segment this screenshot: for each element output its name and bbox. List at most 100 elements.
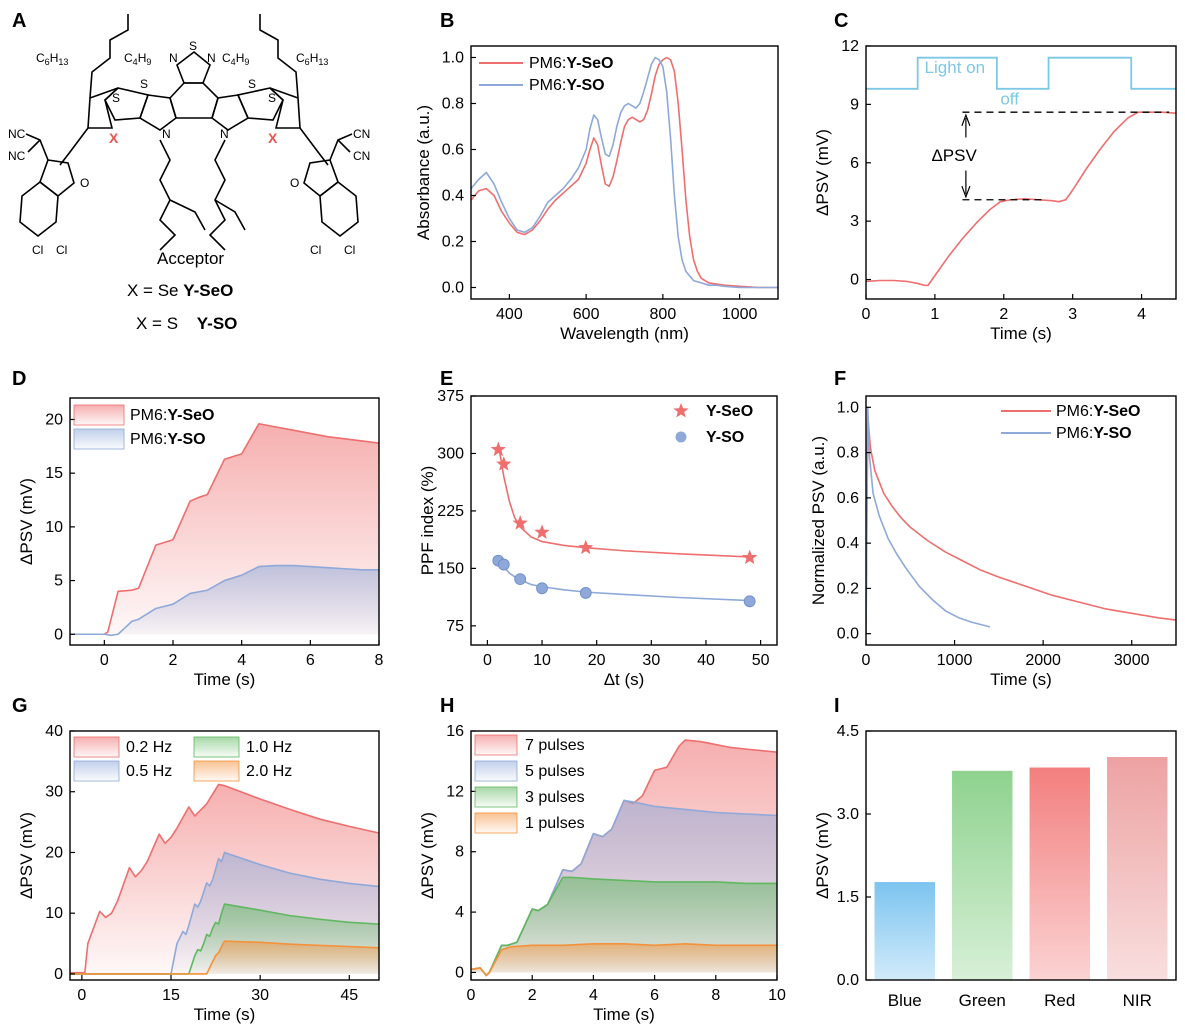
legend-swatch	[73, 736, 120, 758]
x-tick-label: 4	[589, 987, 598, 1004]
x-tick-label: 6	[650, 987, 659, 1004]
y-axis-label: Absorbance (a.u.)	[414, 105, 433, 240]
y-tick-label: 1.5	[837, 889, 859, 906]
x-tick-label: 0	[77, 987, 86, 1004]
y-tick-label: 0.4	[837, 535, 859, 552]
y-axis-label: ΔPSV (mV)	[418, 812, 437, 899]
acceptor-label: Acceptor	[157, 249, 224, 268]
light-on-label: Light on	[925, 58, 986, 77]
area-pm6-y-so	[70, 565, 379, 636]
legend-entry: Y-SO	[706, 429, 744, 446]
legend-entry: 1 pulses	[525, 815, 585, 832]
bar-green	[952, 770, 1013, 980]
svg-text:S: S	[268, 91, 276, 105]
point-y-so	[579, 587, 592, 599]
point-y-seo	[742, 549, 758, 565]
x-tick-label: 600	[573, 306, 600, 323]
series-pm6-y-seo	[70, 422, 379, 636]
fit-line	[497, 444, 750, 558]
y-axis-label: ΔPSV (mV)	[17, 812, 36, 899]
legend-entry: Y-SeO	[706, 403, 753, 420]
legend-entry: 2.0 Hz	[246, 763, 292, 780]
x-tick-label: Green	[959, 991, 1006, 1010]
chart-f: F 0 1000 2000 3000 0.0 0.2 0.4 0.6 0.8 1.0 Time (s)…	[809, 368, 1177, 689]
legend: PM6:Y-SeO PM6:Y-SO	[479, 55, 613, 94]
y-tick-label: 12	[841, 38, 859, 55]
plot-area	[70, 783, 379, 975]
y-tick-label: 0.0	[837, 972, 859, 989]
legend-swatch	[193, 760, 240, 782]
legend-entry: 0.5 Hz	[126, 763, 172, 780]
axes-frame	[470, 45, 779, 300]
plot-area	[471, 739, 777, 977]
legend-swatch	[474, 812, 518, 834]
legend-swatch	[73, 404, 125, 426]
x-tick-label: Red	[1044, 991, 1075, 1010]
svg-text:Cl: Cl	[32, 243, 43, 257]
legend-swatch	[73, 760, 120, 782]
svg-text:O: O	[80, 176, 89, 190]
svg-text:C6H13: C6H13	[296, 51, 328, 67]
point-y-seo	[534, 524, 550, 539]
arrow-head-up	[961, 113, 971, 127]
y-tick-label: 9	[850, 96, 859, 113]
y-tick-label: 1.0	[837, 399, 859, 416]
y-tick-label: 0	[54, 626, 63, 643]
x-tick-label: 4	[237, 652, 246, 669]
x-tick-label: 3000	[1114, 652, 1150, 669]
x-tick-label: 30	[642, 652, 660, 669]
chart-d: D 0 2 4 6 8 0 5 10 15 20 Time (s) ΔPSV (mV) PM6:Y-SeO…	[12, 368, 384, 689]
x-axis-label: Time (s)	[593, 1005, 655, 1024]
x-tick-label: 6	[306, 652, 315, 669]
plot-area	[70, 422, 379, 637]
axes-frame	[865, 45, 1177, 300]
x-tick-label: 15	[162, 987, 180, 1004]
svg-text:C4H9: C4H9	[222, 51, 249, 67]
x-tick-label: 1	[930, 306, 939, 323]
series-pm6-y-so	[471, 56, 778, 289]
legend-entry: 5 pulses	[525, 763, 585, 780]
svg-text:S: S	[248, 77, 256, 91]
y-tick-label: 6	[850, 155, 859, 172]
x-tick-label: 4	[1137, 306, 1146, 323]
bar-red	[1029, 767, 1090, 980]
chart-i: I Blue Green Red NIR 0.0 1.5 3.0 4.5 ΔPSV (mV)	[813, 695, 1177, 1010]
y-tick-label: 0.2	[442, 234, 464, 251]
x-tick-label: 10	[533, 652, 551, 669]
formula-line-2: X = S Y-SO	[136, 314, 237, 333]
x-axis-label: Time (s)	[194, 1005, 256, 1024]
svg-text:S: S	[112, 91, 120, 105]
y-tick-label: 12	[446, 783, 464, 800]
x-axis-label: Time (s)	[194, 670, 256, 689]
panel-label-e: E	[440, 368, 453, 390]
chart-g: G 0 15 30 45 0 10 20 30 40 Time (s) ΔPSV (mV) 0.2 Hz…	[12, 695, 380, 1024]
x-tick-label: 1000	[937, 652, 973, 669]
point-y-so	[497, 558, 510, 571]
y-axis-label: Normalized PSV (a.u.)	[809, 436, 828, 605]
y-tick-label: 0.4	[442, 188, 464, 205]
x-tick-label: 2	[169, 652, 178, 669]
point-y-seo	[490, 441, 506, 457]
x-tick-label: 0	[862, 306, 871, 323]
legend: 0.2 Hz 1.0 Hz 0.5 Hz 2.0 Hz	[73, 736, 292, 782]
x-axis-label: Δt (s)	[604, 670, 645, 689]
svg-text:Cl: Cl	[56, 243, 67, 257]
legend-swatch	[474, 734, 518, 756]
point-y-so	[743, 595, 756, 608]
y-tick-label: 10	[45, 905, 63, 922]
svg-text:N: N	[162, 127, 171, 141]
panel-label-b: B	[440, 10, 454, 32]
y-tick-label: 3	[850, 213, 859, 230]
y-tick-label: 16	[446, 723, 464, 740]
molecule-structure-drawing: S N N N N S S S S X X C6H13 C4	[8, 14, 370, 257]
chart-b: B 400 600 800 1000 0.0 0.2 0.4 0.6 0.8 1.0 Waveleng…	[414, 10, 779, 343]
axes-frame	[69, 730, 380, 981]
x-tick-label: 0	[862, 652, 871, 669]
axes-frame	[69, 397, 380, 646]
y-tick-label: 0.6	[442, 142, 464, 159]
x-atom-left: X	[109, 130, 119, 146]
series-pm6-y-so	[70, 564, 379, 637]
y-tick-label: 8	[455, 844, 464, 861]
legend-entry: PM6:Y-SO	[1056, 425, 1132, 442]
